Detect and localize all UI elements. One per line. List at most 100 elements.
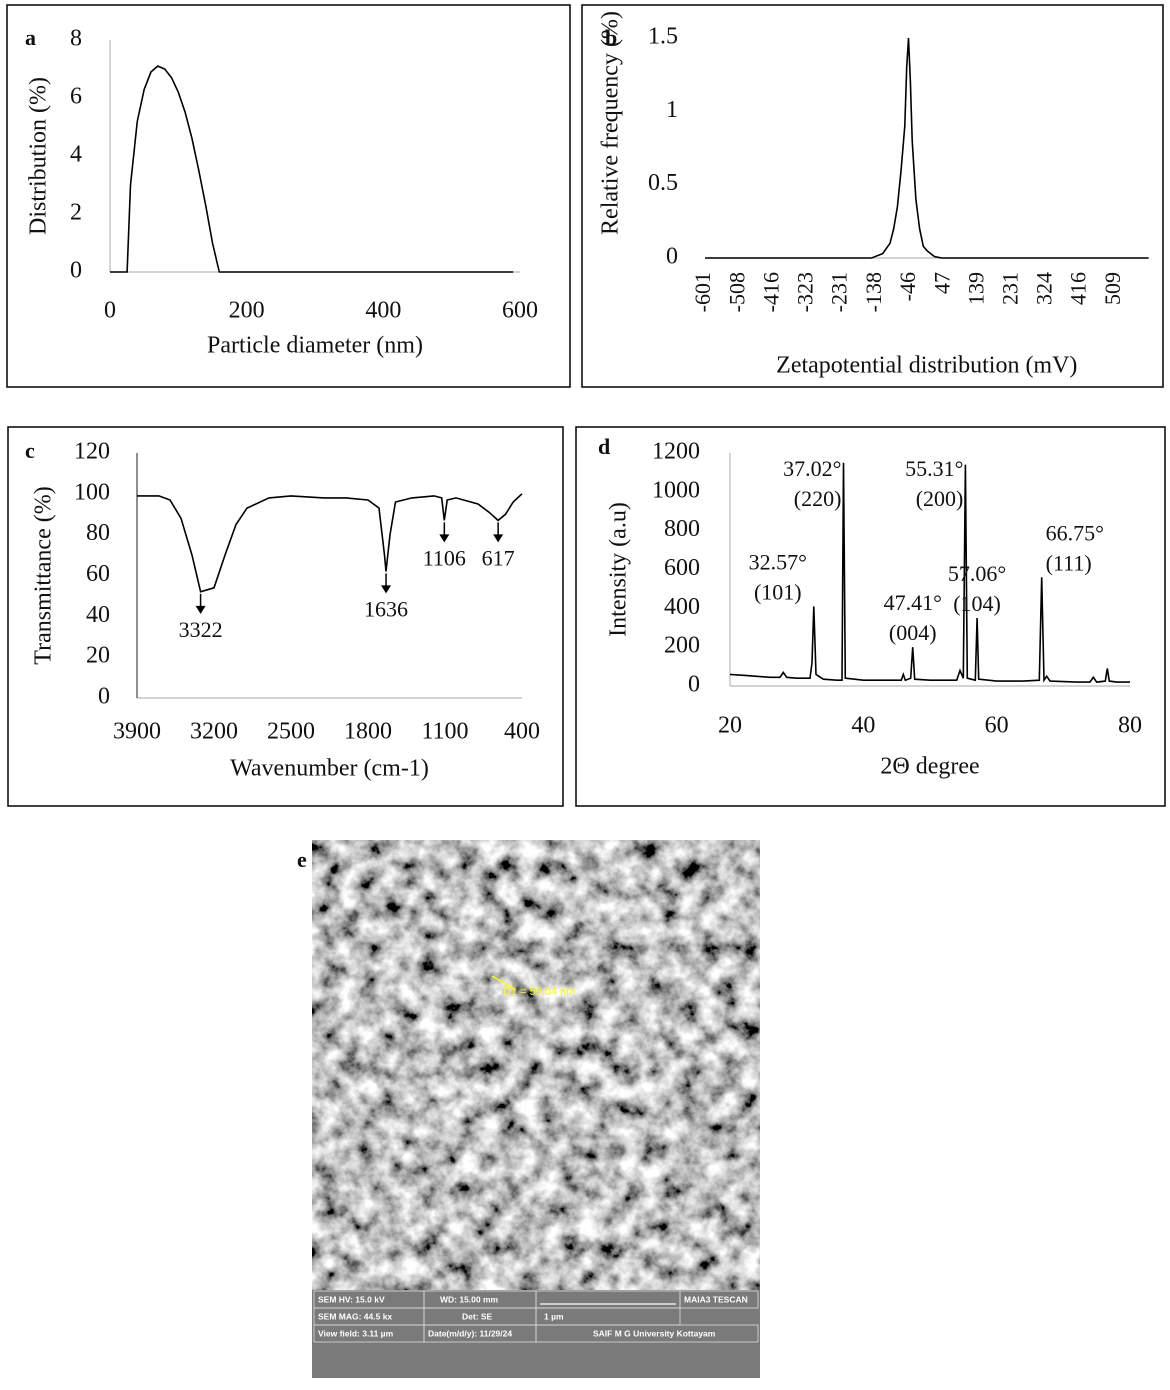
line-series: [729, 462, 1130, 683]
annotation: 55.31°: [905, 456, 963, 481]
y-tick-label: 600: [664, 555, 700, 581]
info-text: Date(m/d/y): 11/29/24: [428, 1328, 512, 1338]
arrow-head: [381, 585, 392, 594]
annotation: 1636: [364, 596, 408, 621]
annotation: (004): [889, 620, 937, 645]
panel-frame: [575, 426, 1166, 807]
info-text: 1 µm: [544, 1311, 564, 1321]
y-tick-label: 1000: [652, 477, 700, 503]
info-text: Det: SE: [462, 1311, 493, 1321]
x-tick-label: -138: [861, 272, 886, 312]
y-tick-label: 4: [70, 142, 82, 168]
x-tick-label: 47: [929, 272, 954, 294]
arrow-head: [195, 605, 206, 614]
info-text: SAIF M G University Kottayam: [593, 1328, 716, 1338]
y-tick-label: 0: [70, 258, 82, 284]
panel-label: d: [598, 434, 610, 459]
measurement: D1 = 59.04 nm: [503, 986, 575, 998]
line-series: [705, 37, 1149, 259]
y-axis-label: Intensity (a.u): [606, 502, 632, 637]
y-tick-label: 20: [86, 643, 110, 669]
x-axis-label: 2Θ degree: [880, 754, 979, 780]
arrow-head: [493, 534, 504, 543]
panel-frame: [581, 4, 1164, 388]
y-tick-label: 200: [664, 633, 700, 659]
x-tick-label: -601: [690, 272, 715, 312]
y-tick-label: 1.5: [648, 24, 678, 50]
x-tick-label: 231: [997, 272, 1022, 305]
annotation: (200): [916, 486, 964, 511]
y-axis-label: Relative frequency (%): [598, 11, 624, 235]
y-tick-label: 100: [74, 479, 110, 505]
info-grid: [313, 1290, 759, 1343]
x-tick-label: 20: [718, 713, 742, 739]
annotation: (104): [953, 591, 1001, 616]
x-tick-label: 0: [104, 298, 116, 324]
line-series: [110, 65, 514, 273]
annotation: 1106: [423, 545, 466, 570]
y-tick-label: 800: [664, 516, 700, 542]
x-tick-label: 324: [1032, 272, 1057, 305]
y-tick-label: 0.5: [648, 170, 678, 196]
info-text: View field: 3.11 µm: [318, 1328, 394, 1338]
measure-line: [491, 975, 517, 991]
x-tick-label: 200: [229, 298, 265, 324]
x-tick-label: 80: [1118, 713, 1142, 739]
x-tick-label: 600: [502, 298, 538, 324]
x-axis-label: Wavenumber (cm-1): [230, 756, 429, 782]
y-tick-label: 0: [688, 672, 700, 698]
y-tick-label: 60: [86, 561, 110, 587]
x-tick-label: -416: [758, 272, 783, 312]
panel-label: b: [605, 25, 617, 50]
x-tick-label: 60: [985, 713, 1009, 739]
annotation: 47.41°: [884, 590, 942, 615]
annotation: (220): [794, 486, 842, 511]
annotation: (101): [754, 579, 802, 604]
y-tick-label: 1: [666, 97, 678, 123]
panel-label: a: [25, 25, 36, 50]
sem-panel: e D1 = 59.04 nm SEM HV: 15.0 kV WD: 15.0…: [297, 840, 760, 1378]
y-tick-label: 6: [70, 84, 82, 110]
info-text: SEM HV: 15.0 kV: [318, 1294, 385, 1304]
panel-frame: [7, 426, 564, 807]
y-tick-label: 2: [70, 200, 82, 226]
panel-label: c: [25, 438, 35, 463]
y-tick-label: 80: [86, 520, 110, 546]
y-tick-label: 0: [666, 244, 678, 270]
panel-frame: [6, 4, 571, 388]
x-tick-label: 400: [365, 298, 401, 324]
x-tick-label: -231: [827, 272, 852, 312]
annotation: 32.57°: [749, 549, 807, 574]
y-axis-label: Distribution (%): [26, 77, 52, 235]
x-tick-label: 2500: [267, 719, 315, 745]
y-tick-label: 0: [98, 684, 110, 710]
x-tick-label: 400: [504, 719, 540, 745]
x-tick-label: 509: [1100, 272, 1125, 305]
x-tick-label: -508: [724, 272, 749, 312]
x-tick-label: 1800: [344, 719, 392, 745]
y-tick-label: 40: [86, 602, 110, 628]
x-tick-label: -46: [895, 272, 920, 301]
y-tick-label: 400: [664, 594, 700, 620]
x-axis-label: Particle diameter (nm): [207, 333, 423, 359]
x-tick-label: 139: [963, 272, 988, 305]
annotation: 3322: [179, 617, 223, 642]
y-tick-label: 120: [74, 439, 110, 465]
sem-image: [312, 840, 760, 1290]
x-tick-label: 1100: [421, 719, 468, 745]
x-tick-label: 3900: [113, 719, 161, 745]
info-text: SEM MAG: 44.5 kx: [318, 1311, 392, 1321]
panel-label: e: [297, 847, 307, 872]
y-axis-label: Transmittance (%): [31, 486, 57, 664]
annotation: 66.75°: [1046, 520, 1104, 545]
arrow-head: [439, 534, 450, 543]
info-text: MAIA3 TESCAN: [684, 1294, 748, 1304]
y-tick-label: 1200: [652, 439, 700, 465]
annotation: 37.02°: [783, 456, 841, 481]
line-series: [137, 493, 523, 593]
x-axis-label: Zetapotential distribution (mV): [776, 353, 1077, 379]
x-tick-label: 40: [851, 713, 875, 739]
annotation: 57.06°: [948, 561, 1006, 586]
info-text: WD: 15.00 mm: [440, 1294, 499, 1304]
